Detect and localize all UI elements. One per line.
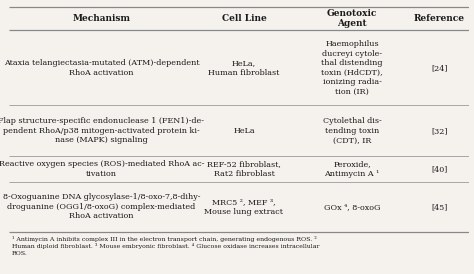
Text: ¹ Antimycin A inhibits complex III in the electron transport chain, generating e: ¹ Antimycin A inhibits complex III in th…	[12, 236, 319, 256]
Text: Peroxide,
Antimycin A ¹: Peroxide, Antimycin A ¹	[324, 161, 380, 178]
Text: [45]: [45]	[431, 203, 447, 211]
Text: Cell Line: Cell Line	[221, 14, 266, 23]
Text: [40]: [40]	[431, 165, 447, 173]
Text: Ataxia telangiectasia-mutated (ATM)-dependent
RhoA activation: Ataxia telangiectasia-mutated (ATM)-depe…	[4, 59, 199, 76]
Text: [24]: [24]	[431, 64, 447, 72]
Text: HeLa,
Human fibroblast: HeLa, Human fibroblast	[208, 59, 280, 76]
Text: Genotoxic
Agent: Genotoxic Agent	[327, 9, 377, 28]
Text: Flap structure-specific endonuclease 1 (FEN1)-de-
pendent RhoA/p38 mitogen-activ: Flap structure-specific endonuclease 1 (…	[0, 117, 204, 144]
Text: Haemophilus
ducreyi cytole-
thal distending
toxin (HdCDT),
ionizing radia-
tion : Haemophilus ducreyi cytole- thal distend…	[321, 40, 383, 96]
Text: [32]: [32]	[431, 127, 447, 135]
Text: Cytolethal dis-
tending toxin
(CDT), IR: Cytolethal dis- tending toxin (CDT), IR	[323, 117, 382, 144]
Text: 8-Oxoguanine DNA glycosylase-1/8-oxo-7,8-dihy-
droguanine (OGG1/8-oxoG) complex-: 8-Oxoguanine DNA glycosylase-1/8-oxo-7,8…	[3, 193, 200, 220]
Text: HeLa: HeLa	[233, 127, 255, 135]
Text: MRC5 ², MEF ³,
Mouse lung extract: MRC5 ², MEF ³, Mouse lung extract	[204, 198, 283, 216]
Text: Mechanism: Mechanism	[73, 14, 130, 23]
Text: Reactive oxygen species (ROS)-mediated RhoA ac-
tivation: Reactive oxygen species (ROS)-mediated R…	[0, 161, 204, 178]
Text: GOx ⁴, 8-oxoG: GOx ⁴, 8-oxoG	[324, 203, 380, 211]
Text: Reference: Reference	[414, 14, 465, 23]
Text: REF-52 fibroblast,
Rat2 fibroblast: REF-52 fibroblast, Rat2 fibroblast	[207, 161, 281, 178]
